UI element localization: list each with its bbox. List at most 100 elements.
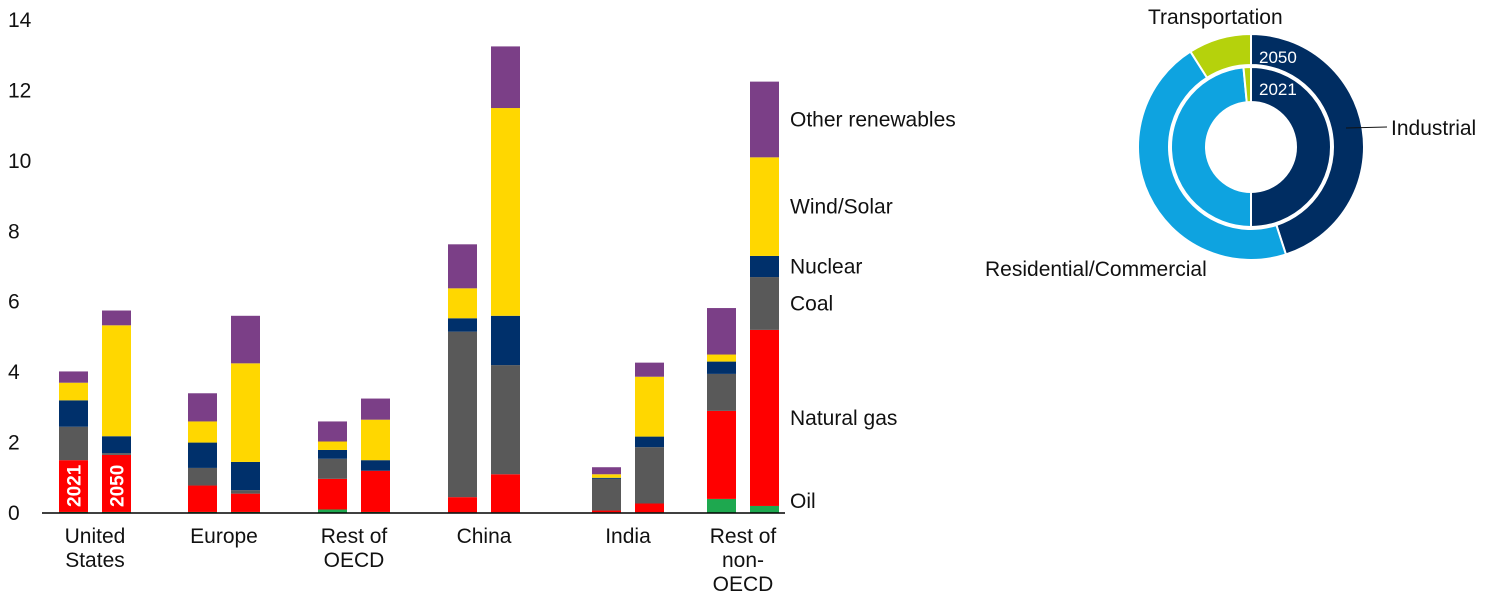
bar-rest-of-oecd-2021-coal <box>318 458 347 479</box>
category-labels: United States Europe Rest of OECD China India R… <box>65 525 777 596</box>
bar-india-2021-natural-gas <box>592 510 621 513</box>
bar-china-2021-coal <box>448 331 477 498</box>
bar-europe-2021-coal <box>188 467 217 486</box>
slice-2021-residential-commercial <box>1169 66 1252 229</box>
bar-china-2021-other-renewables <box>448 244 477 289</box>
bar-united-states-2050-nuclear <box>102 436 131 454</box>
category-label-europe: Europe <box>190 525 258 548</box>
bar-rest-of-oecd-2021-natural-gas <box>318 478 347 510</box>
bar-rest-of-non-oecd-2050-coal <box>750 277 779 330</box>
y-tick-label: 2 <box>8 432 20 455</box>
category-label-china: China <box>457 525 512 548</box>
bar-china-2050-nuclear <box>491 315 520 366</box>
bar-china-2021-nuclear <box>448 318 477 332</box>
y-tick-label: 14 <box>8 9 32 32</box>
bar-europe-2021-nuclear <box>188 442 217 468</box>
y-tick-label: 4 <box>8 361 20 384</box>
bar-europe-2050-coal <box>231 490 260 494</box>
ring-label-2021: 2021 <box>1259 80 1297 99</box>
bar-rest-of-oecd-2050-natural-gas <box>361 470 390 512</box>
y-tick-label: 12 <box>8 79 31 102</box>
bar-europe-2050-wind-solar <box>231 363 260 462</box>
bar-china-2050-natural-gas <box>491 474 520 513</box>
bar-china-2050-other-renewables <box>491 46 520 109</box>
category-label-united-states: United States <box>65 525 126 572</box>
bar-china-2021-wind-solar <box>448 288 477 319</box>
bar-india-2050-coal <box>635 447 664 504</box>
donut-label-industrial: Industrial <box>1391 117 1476 140</box>
bar-rest-of-non-oecd-2050-nuclear <box>750 255 779 278</box>
bar-united-states-2050-coal <box>102 453 131 455</box>
bar-united-states-2021-natural-gas <box>59 460 88 512</box>
slice-2021-industrial <box>1250 65 1332 229</box>
donut-chart: 2050 2021 Industrial Residential/Commercial… <box>985 6 1476 281</box>
bar-rest-of-non-oecd-2021-coal <box>707 373 736 411</box>
bar-rest-of-oecd-2021-other-renewables <box>318 421 347 442</box>
bar-india-2021-wind-solar <box>592 474 621 478</box>
y-axis-ticks: 0 2 4 6 8 10 12 14 <box>8 9 32 525</box>
bar-rest-of-oecd-2021-nuclear <box>318 449 347 459</box>
ring-label-2050: 2050 <box>1259 48 1297 67</box>
bar-india-2021-other-renewables <box>592 467 621 475</box>
bars: 2021 2050 <box>59 46 779 513</box>
donut-label-transportation: Transportation <box>1148 6 1283 29</box>
donut-label-residential-commercial: Residential/Commercial <box>985 258 1207 281</box>
legend-wind-solar: Wind/Solar <box>790 196 893 219</box>
y-tick-label: 6 <box>8 291 20 314</box>
bar-india-2050-other-renewables <box>635 362 664 377</box>
bar-india-2050-nuclear <box>635 436 664 448</box>
bar-rest-of-non-oecd-2050-wind-solar <box>750 157 779 256</box>
legend-other-renewables: Other renewables <box>790 108 956 131</box>
bar-europe-2050-nuclear <box>231 461 260 491</box>
y-tick-label: 10 <box>8 150 31 173</box>
bar-europe-2050-other-renewables <box>231 315 260 364</box>
bar-united-states-2021-other-renewables <box>59 371 88 383</box>
bar-united-states-2021-coal <box>59 426 88 461</box>
bar-year-label-2021: 2021 <box>65 464 86 507</box>
legend-nuclear: Nuclear <box>790 256 862 279</box>
bar-rest-of-non-oecd-2021-oil <box>707 498 736 513</box>
slice-2050-residential-commercial <box>1137 50 1288 262</box>
slice-2050-industrial <box>1250 32 1365 256</box>
category-label-india: India <box>605 525 651 548</box>
bar-china-2021-natural-gas <box>448 497 477 513</box>
legend-natural-gas: Natural gas <box>790 407 897 430</box>
bar-rest-of-non-oecd-2050-natural-gas <box>750 329 779 506</box>
slice-2050-transportation <box>1189 32 1252 80</box>
bar-rest-of-non-oecd-2050-oil <box>750 505 779 513</box>
bar-china-2050-wind-solar <box>491 108 520 316</box>
bar-india-2021-nuclear <box>592 477 621 479</box>
bar-europe-2021-other-renewables <box>188 393 217 422</box>
bar-united-states-2050-natural-gas <box>102 454 131 512</box>
category-label-rest-of-oecd: Rest of OECD <box>321 525 388 572</box>
bar-united-states-2021-nuclear <box>59 400 88 427</box>
bar-rest-of-non-oecd-2021-nuclear <box>707 361 736 374</box>
bar-india-2050-natural-gas <box>635 503 664 513</box>
bar-united-states-2050-other-renewables <box>102 310 131 326</box>
slice-2021-transportation <box>1242 65 1252 104</box>
bar-rest-of-oecd-2050-wind-solar <box>361 419 390 461</box>
stacked-bar-chart: 0 2 4 6 8 10 12 14 2021 2050 United States Europe R… <box>8 9 956 596</box>
bar-rest-of-oecd-2050-other-renewables <box>361 398 390 420</box>
bar-india-2050-wind-solar <box>635 376 664 437</box>
bar-rest-of-non-oecd-2021-wind-solar <box>707 354 736 362</box>
bar-china-2050-coal <box>491 365 520 475</box>
bar-rest-of-oecd-2021-oil <box>318 509 347 513</box>
bar-united-states-2021-wind-solar <box>59 382 88 401</box>
bar-india-2021-coal <box>592 478 621 511</box>
bar-europe-2021-natural-gas <box>188 485 217 512</box>
bar-rest-of-non-oecd-2050-other-renewables <box>750 81 779 158</box>
bar-united-states-2050-wind-solar <box>102 325 131 437</box>
y-tick-label: 8 <box>8 220 20 243</box>
bar-rest-of-oecd-2021-wind-solar <box>318 441 347 450</box>
bar-rest-of-non-oecd-2021-other-renewables <box>707 308 736 355</box>
legend-oil: Oil <box>790 490 816 513</box>
leader-line-industrial <box>1345 126 1388 129</box>
y-tick-label: 0 <box>8 502 20 525</box>
bar-europe-2021-wind-solar <box>188 421 217 443</box>
bar-europe-2050-natural-gas <box>231 493 260 512</box>
bar-rest-of-non-oecd-2021-natural-gas <box>707 410 736 499</box>
legend: Oil Natural gas Coal Nuclear Wind/Solar Other… <box>790 108 956 513</box>
legend-coal: Coal <box>790 292 833 315</box>
